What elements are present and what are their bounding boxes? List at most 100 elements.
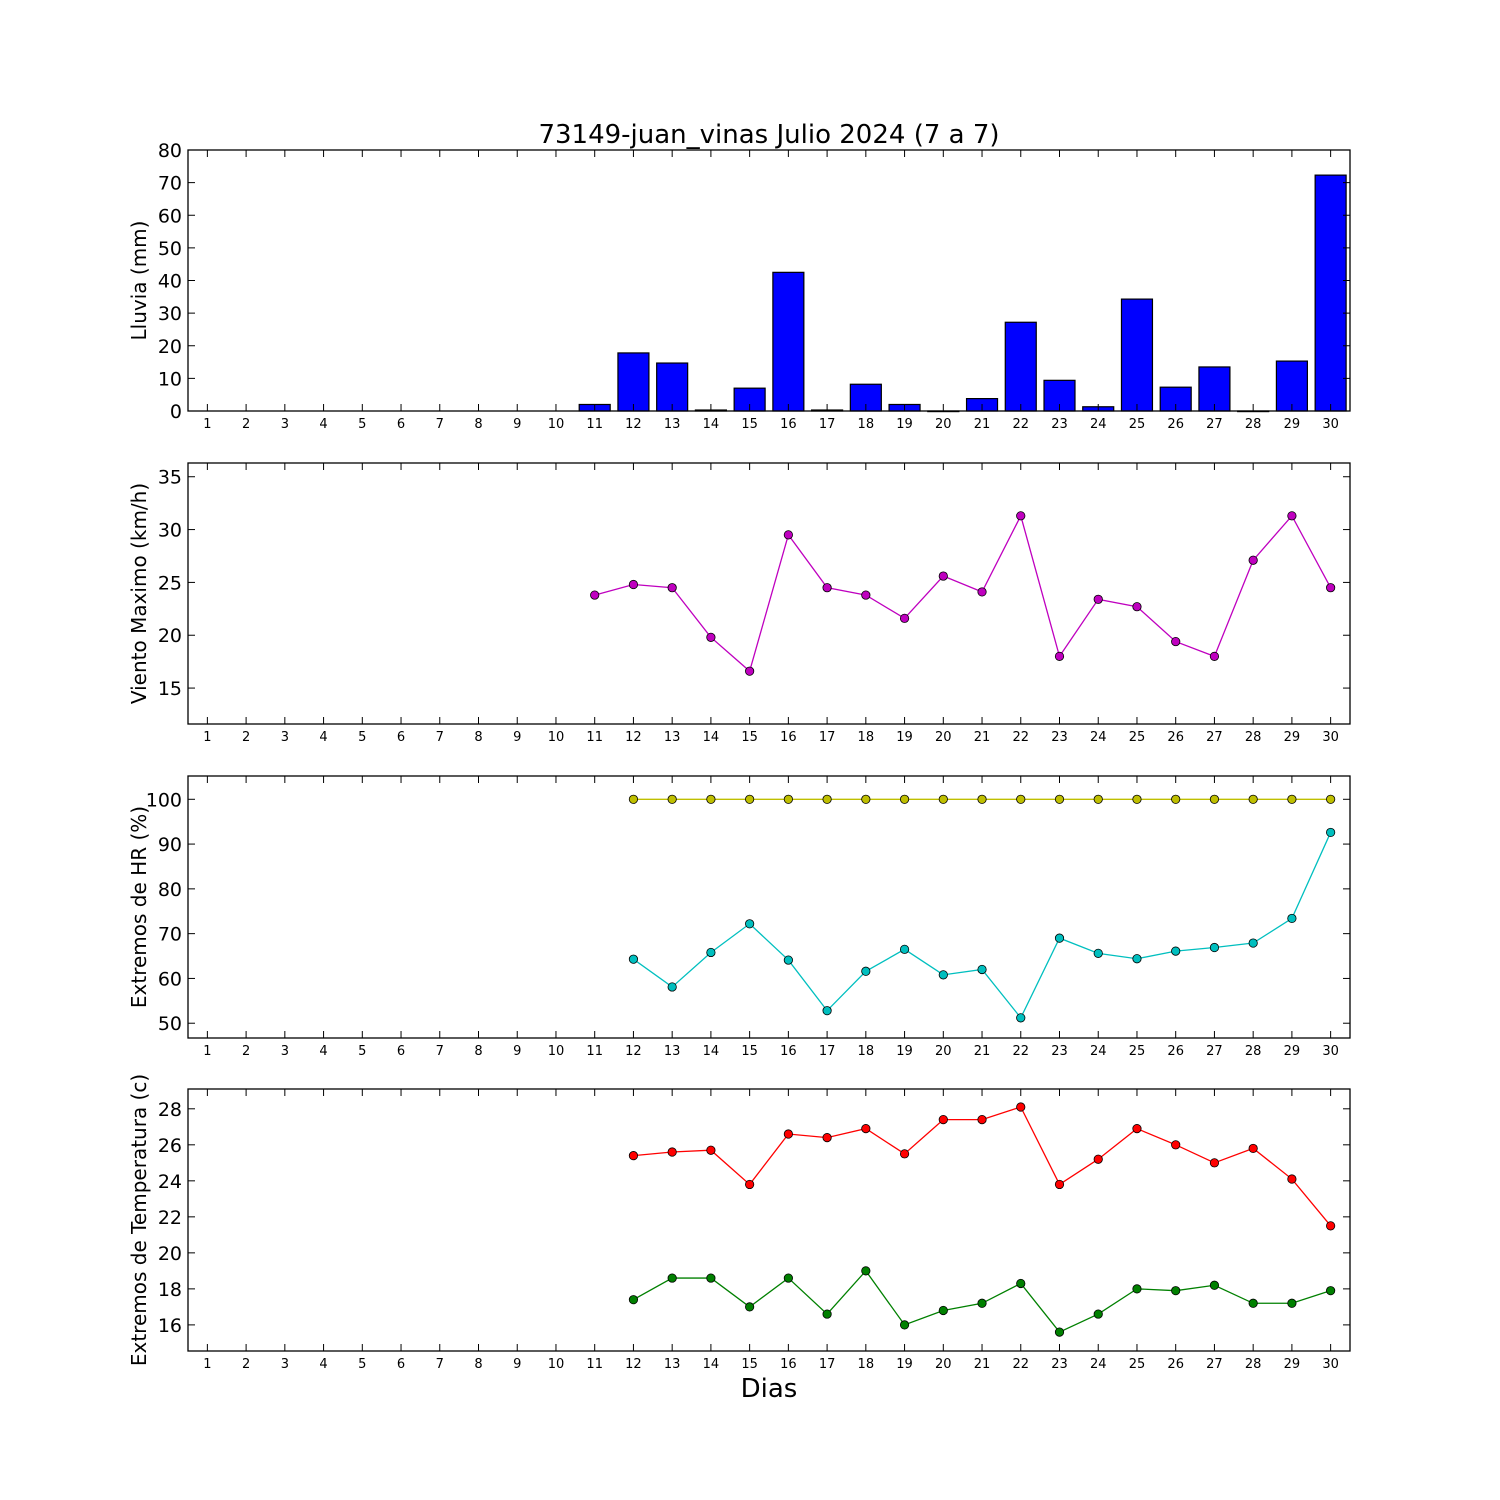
extremos-de-hr-series-2-point-day-12	[628, 954, 639, 964]
x-tick-label-6: 6	[397, 1044, 405, 1059]
extremos-de-temperatura-c-series-2-point-day-23	[1054, 1327, 1065, 1337]
x-tick-label-25: 25	[1129, 1044, 1146, 1059]
x-tick-label-11: 11	[586, 1044, 603, 1059]
extremos-de-temperatura-c-series-2-point-day-26	[1171, 1286, 1181, 1296]
extremos-de-temperatura-c-series-2-point-day-12	[628, 1295, 639, 1305]
x-tick-label-12: 12	[625, 417, 642, 432]
x-tick-label-19: 19	[896, 1044, 913, 1059]
x-tick-label-8: 8	[474, 417, 482, 432]
x-tick-label-7: 7	[436, 417, 444, 432]
x-tick-label-29: 29	[1284, 730, 1301, 745]
x-tick-label-14: 14	[703, 1044, 720, 1059]
x-tick-label-22: 22	[1012, 417, 1029, 432]
viento-maximo-km-h-series-1-point-day-24	[1093, 594, 1103, 604]
x-tick-label-6: 6	[397, 417, 405, 432]
extremos-de-temperatura-c-series-1-point-day-17	[822, 1133, 832, 1143]
y-tick-label-24: 24	[158, 1171, 182, 1193]
x-tick-label-25: 25	[1129, 1357, 1146, 1372]
bar-day-25	[1120, 298, 1154, 412]
extremos-de-hr-series-2-point-day-22	[1016, 1013, 1026, 1023]
extremos-de-temperatura-c-series-1-point-day-25	[1132, 1124, 1142, 1134]
extremos-de-temperatura-c-series-2-point-day-18	[861, 1266, 871, 1276]
x-tick-label-29: 29	[1284, 417, 1301, 432]
y-tick-label-90: 90	[158, 834, 182, 856]
x-tick-label-21: 21	[974, 730, 991, 745]
extremos-de-hr-series-2-point-day-19	[899, 944, 910, 954]
extremos-de-hr-series-2-point-day-14	[706, 947, 716, 958]
y-tick-label-16: 16	[158, 1315, 182, 1337]
x-tick-label-1: 1	[203, 1357, 211, 1372]
extremos-de-hr-series-2-point-day-13	[667, 982, 677, 992]
x-tick-label-27: 27	[1206, 417, 1223, 432]
extremos-de-hr-series-1-point-day-12	[628, 794, 639, 804]
x-tick-label-23: 23	[1051, 1357, 1068, 1372]
x-tick-label-20: 20	[935, 1357, 952, 1372]
x-tick-label-27: 27	[1206, 730, 1223, 745]
extremos-de-hr-series-2-point-day-29	[1287, 913, 1297, 924]
extremos-de-temperatura-c-series-1-point-day-12	[628, 1151, 639, 1161]
extremos-de-temperatura-c-series-2-point-day-25	[1132, 1284, 1142, 1294]
extremos-de-temperatura-c-series-1-point-day-24	[1093, 1154, 1103, 1164]
viento-maximo-km-h-series-1-point-day-23	[1054, 651, 1065, 661]
x-tick-label-1: 1	[203, 1044, 211, 1059]
extremos-de-hr-series-1-point-day-22	[1016, 794, 1026, 804]
x-tick-label-18: 18	[858, 1044, 875, 1059]
extremos-de-hr-series-1-point-day-23	[1054, 794, 1065, 804]
y-tick-label-80: 80	[158, 140, 182, 162]
x-tick-label-11: 11	[586, 1357, 603, 1372]
x-tick-label-23: 23	[1051, 1044, 1068, 1059]
extremos-de-hr-plot-area	[628, 794, 1336, 1023]
extremos-de-temperatura-c-series-1-point-day-30	[1326, 1221, 1336, 1231]
x-tick-label-6: 6	[397, 1357, 405, 1372]
x-tick-label-6: 6	[397, 730, 405, 745]
x-tick-label-15: 15	[741, 1357, 758, 1372]
x-tick-label-2: 2	[242, 1357, 250, 1372]
y-tick-label-25: 25	[158, 572, 182, 594]
y-tick-label-50: 50	[158, 1013, 182, 1035]
viento-maximo-km-h-series-1-point-day-17	[822, 583, 832, 593]
extremos-de-temperatura-c-series-1-point-day-15	[745, 1179, 755, 1190]
extremos-de-temperatura-c-series-1-point-day-21	[977, 1115, 987, 1125]
y-tick-label-28: 28	[158, 1099, 182, 1121]
x-tick-label-3: 3	[281, 1044, 289, 1059]
x-tick-label-5: 5	[358, 730, 366, 745]
x-tick-label-24: 24	[1090, 1357, 1107, 1372]
x-tick-label-12: 12	[625, 1044, 642, 1059]
viento-maximo-km-h-series-1-point-day-13	[667, 583, 677, 593]
viento-maximo-km-h-series-1-point-day-18	[861, 590, 871, 600]
x-tick-label-13: 13	[664, 417, 681, 432]
viento-maximo-km-h-series-1-point-day-21	[977, 587, 987, 597]
x-tick-label-18: 18	[858, 730, 875, 745]
x-tick-label-10: 10	[548, 1044, 565, 1059]
extremos-de-hr-series-1-point-day-27	[1209, 794, 1220, 804]
figure-title: 73149-juan_vinas Julio 2024 (7 a 7)	[538, 120, 999, 150]
x-tick-label-17: 17	[819, 730, 836, 745]
x-tick-label-20: 20	[935, 1044, 952, 1059]
x-tick-label-30: 30	[1322, 730, 1339, 745]
x-tick-label-29: 29	[1284, 1357, 1301, 1372]
y-tick-label-80: 80	[158, 879, 182, 901]
extremos-de-hr-series-2-point-day-30	[1326, 827, 1336, 838]
bar-day-30	[1314, 174, 1347, 412]
x-tick-label-9: 9	[513, 730, 521, 745]
extremos-de-hr-series-1-point-day-26	[1171, 794, 1181, 804]
x-tick-label-5: 5	[358, 417, 366, 432]
x-tick-label-24: 24	[1090, 730, 1107, 745]
x-tick-label-8: 8	[474, 730, 482, 745]
x-tick-label-25: 25	[1129, 417, 1146, 432]
x-tick-label-30: 30	[1322, 417, 1339, 432]
extremos-de-hr-series-2-point-day-25	[1132, 954, 1142, 964]
lluvia-mm-y-axis-title: Lluvia (mm)	[127, 221, 151, 341]
y-tick-label-70: 70	[158, 924, 182, 946]
extremos-de-temperatura-c-series-2-point-day-21	[977, 1298, 987, 1308]
x-tick-label-28: 28	[1245, 1357, 1262, 1372]
x-tick-label-14: 14	[703, 417, 720, 432]
x-tick-label-18: 18	[858, 1357, 875, 1372]
x-tick-label-3: 3	[281, 417, 289, 432]
extremos-de-temperatura-c-series-2-point-day-29	[1287, 1298, 1297, 1308]
extremos-de-hr-series-2-point-day-18	[861, 966, 871, 976]
x-tick-label-23: 23	[1051, 417, 1068, 432]
viento-maximo-km-h-series-1-point-day-26	[1171, 636, 1181, 647]
